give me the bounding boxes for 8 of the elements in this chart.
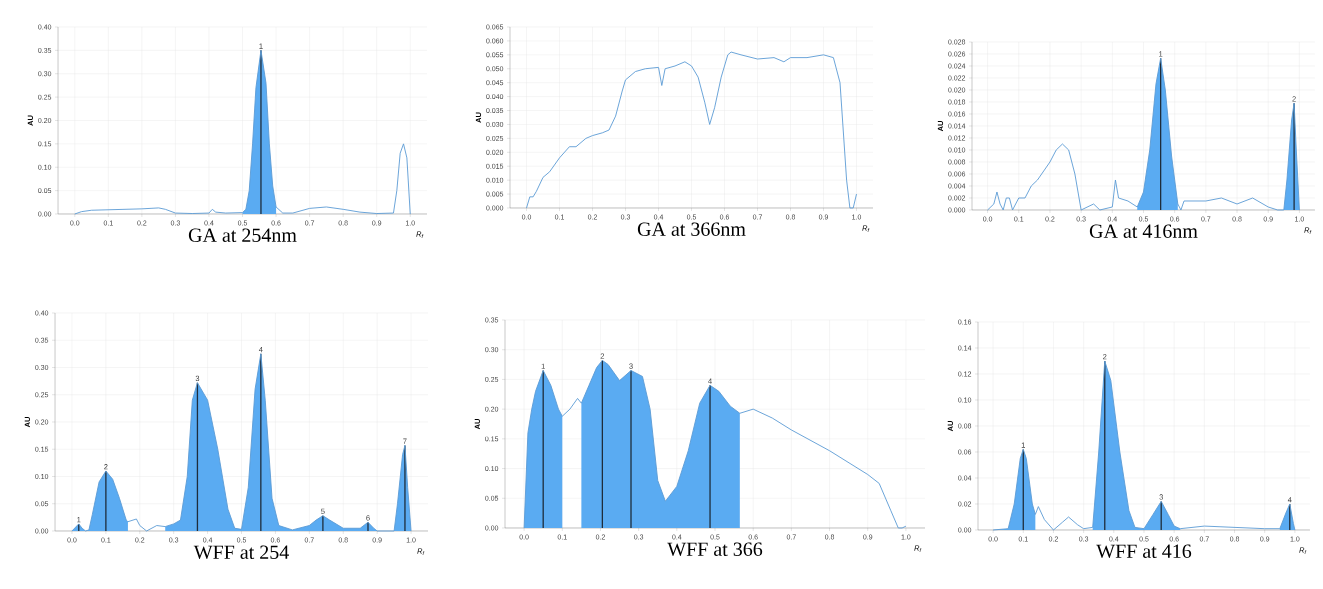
text: WFF at 254 [193,545,289,560]
line-series [526,51,857,209]
text: WFF at 416 [1096,544,1192,559]
text: GA at 254nm [188,228,297,242]
text: GA at 366nm [637,222,746,236]
text: WFF at 366 [667,542,763,557]
line-series [523,359,907,529]
text: GA at 416nm [1089,224,1198,238]
